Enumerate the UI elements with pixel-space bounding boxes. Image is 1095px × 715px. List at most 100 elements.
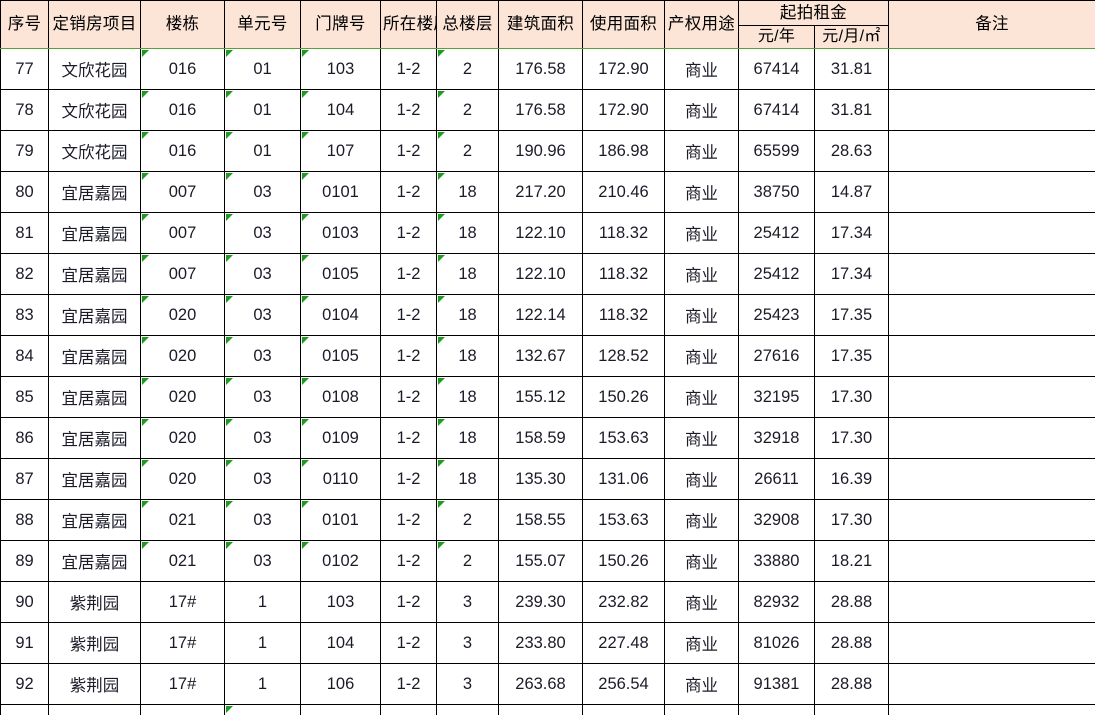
cell-use-area[interactable]: 210.46 — [582, 171, 665, 213]
cell-building[interactable]: 17# — [140, 663, 225, 705]
cell-build-area[interactable]: 176.58 — [498, 48, 583, 90]
cell-project[interactable]: 宜居嘉园 — [48, 417, 141, 459]
cell-total-floors[interactable]: 3 — [436, 622, 499, 664]
cell-seq[interactable]: 91 — [0, 622, 49, 664]
cell-rent-per-year[interactable]: 25412 — [738, 212, 815, 254]
cell-seq[interactable]: 86 — [0, 417, 49, 459]
cell-building[interactable]: 020 — [140, 335, 225, 377]
cell-use-area[interactable]: 118.32 — [582, 294, 665, 336]
cell-total-floors[interactable]: 18 — [436, 417, 499, 459]
cell-rent-per-year[interactable]: 33880 — [738, 540, 815, 582]
cell-use-area[interactable]: 227.48 — [582, 622, 665, 664]
cell-use-area[interactable]: 153.63 — [582, 417, 665, 459]
cell-door[interactable]: 0105 — [300, 335, 381, 377]
cell-building[interactable]: 17# — [140, 622, 225, 664]
cell-unit[interactable]: 1 — [224, 663, 301, 705]
cell-use-area[interactable]: 256.54 — [582, 663, 665, 705]
cell-purpose[interactable]: 商业 — [664, 171, 739, 213]
cell-project[interactable]: 宜居嘉园 — [48, 212, 141, 254]
cell-build-area[interactable]: 158.59 — [498, 417, 583, 459]
cell-project[interactable]: 紫荆园 — [48, 622, 141, 664]
cell-total-floors[interactable]: 2 — [436, 130, 499, 172]
cell-floor[interactable]: 1-2 — [380, 171, 437, 213]
cell-building[interactable]: 007 — [140, 171, 225, 213]
cell-total-floors[interactable]: 2 — [436, 48, 499, 90]
cell-rent-per-month[interactable]: 17.34 — [813, 212, 890, 254]
cell-note[interactable] — [888, 48, 1095, 90]
cell-project[interactable]: 紫荆园 — [48, 581, 141, 623]
cell-note[interactable] — [888, 376, 1095, 418]
cell-door[interactable]: 0105 — [300, 253, 381, 295]
cell-purpose[interactable]: 商业 — [664, 417, 739, 459]
cell-build-area[interactable]: 122.10 — [498, 253, 583, 295]
cell-note[interactable] — [888, 130, 1095, 172]
cell-door[interactable]: 0109 — [300, 417, 381, 459]
cell-note[interactable] — [888, 704, 1095, 715]
cell-use-area[interactable]: 128.52 — [582, 335, 665, 377]
cell-use-area[interactable]: 153.63 — [582, 499, 665, 541]
cell-seq[interactable]: 77 — [0, 48, 49, 90]
cell-building[interactable]: 021 — [140, 540, 225, 582]
cell-building[interactable]: S01 — [140, 704, 225, 715]
cell-purpose[interactable]: 商业 — [664, 48, 739, 90]
cell-unit[interactable]: 1 — [224, 581, 301, 623]
cell-rent-per-month[interactable]: 28.88 — [813, 581, 890, 623]
cell-project[interactable]: 宜居嘉园 — [48, 499, 141, 541]
cell-project[interactable]: 宜居嘉园 — [48, 294, 141, 336]
cell-project[interactable]: 宜居嘉园 — [48, 253, 141, 295]
cell-rent-per-month[interactable]: 16.39 — [813, 458, 890, 500]
cell-use-area[interactable]: 131.06 — [582, 458, 665, 500]
cell-total-floors[interactable]: 18 — [436, 171, 499, 213]
cell-building[interactable]: 016 — [140, 89, 225, 131]
cell-note[interactable] — [888, 212, 1095, 254]
cell-use-area[interactable]: 186.98 — [582, 130, 665, 172]
cell-build-area[interactable]: 217.20 — [498, 171, 583, 213]
cell-rent-per-month[interactable]: 17.30 — [813, 499, 890, 541]
cell-purpose[interactable]: 商业 — [664, 89, 739, 131]
cell-door[interactable]: 103 — [300, 48, 381, 90]
cell-note[interactable] — [888, 458, 1095, 500]
cell-rent-per-year[interactable]: 67414 — [738, 89, 815, 131]
cell-building[interactable]: 17# — [140, 581, 225, 623]
cell-door[interactable]: 0104 — [300, 294, 381, 336]
cell-seq[interactable]: 81 — [0, 212, 49, 254]
cell-note[interactable] — [888, 335, 1095, 377]
cell-purpose[interactable]: 商业 — [664, 130, 739, 172]
cell-total-floors[interactable]: 18 — [436, 335, 499, 377]
cell-unit[interactable]: 03 — [224, 335, 301, 377]
cell-build-area[interactable]: 190.96 — [498, 130, 583, 172]
cell-rent-per-month[interactable]: 17.35 — [813, 335, 890, 377]
cell-note[interactable] — [888, 253, 1095, 295]
cell-rent-per-year[interactable]: 26611 — [738, 458, 815, 500]
cell-build-area[interactable]: 176.58 — [498, 89, 583, 131]
cell-seq[interactable]: 79 — [0, 130, 49, 172]
cell-door[interactable]: 105 — [300, 704, 381, 715]
cell-building[interactable]: 016 — [140, 130, 225, 172]
cell-note[interactable] — [888, 540, 1095, 582]
cell-project[interactable]: 华盛景园 — [48, 704, 141, 715]
cell-purpose[interactable]: 商业 — [664, 622, 739, 664]
cell-use-area[interactable]: 172.90 — [582, 89, 665, 131]
cell-unit[interactable]: 03 — [224, 499, 301, 541]
cell-rent-per-month[interactable]: 28.88 — [813, 663, 890, 705]
cell-total-floors[interactable]: 3 — [436, 581, 499, 623]
cell-rent-per-month[interactable]: 17.30 — [813, 376, 890, 418]
cell-door[interactable]: 0103 — [300, 212, 381, 254]
cell-rent-per-year[interactable]: 82932 — [738, 581, 815, 623]
cell-rent-per-year[interactable]: 25423 — [738, 294, 815, 336]
cell-note[interactable] — [888, 499, 1095, 541]
cell-project[interactable]: 文欣花园 — [48, 130, 141, 172]
cell-note[interactable] — [888, 417, 1095, 459]
cell-seq[interactable]: 84 — [0, 335, 49, 377]
cell-purpose[interactable]: 商业 — [664, 253, 739, 295]
cell-build-area[interactable]: 239.30 — [498, 581, 583, 623]
cell-unit[interactable]: 03 — [224, 417, 301, 459]
cell-seq[interactable]: 93 — [0, 704, 49, 715]
cell-unit[interactable]: 01 — [224, 89, 301, 131]
cell-purpose[interactable]: 商业 — [664, 663, 739, 705]
cell-use-area[interactable]: 118.32 — [582, 253, 665, 295]
cell-total-floors[interactable]: 2 — [436, 540, 499, 582]
cell-seq[interactable]: 87 — [0, 458, 49, 500]
cell-door[interactable]: 106 — [300, 663, 381, 705]
cell-rent-per-year[interactable]: 91381 — [738, 663, 815, 705]
